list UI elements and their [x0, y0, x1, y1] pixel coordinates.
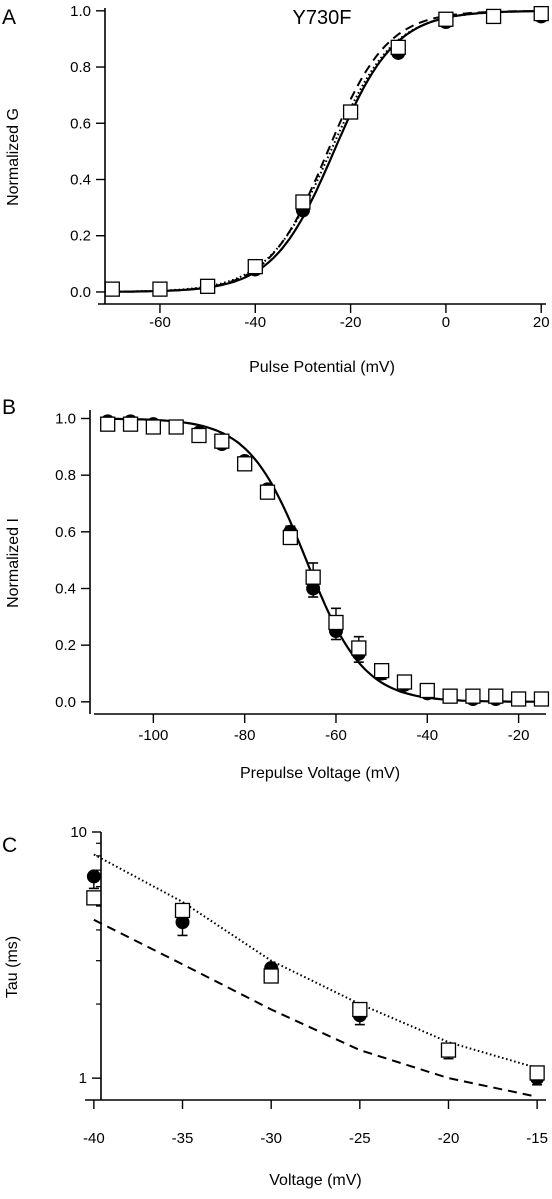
data-point-open-square — [259, 484, 276, 500]
chart-panel-B: B -100 -80 -60 -40 -20 0.0 0.2 0.4 0.6 0.8 1.0 Prepu… — [2, 396, 550, 782]
fit-curve-dashed — [111, 10, 538, 293]
data-point-open-square — [351, 640, 367, 656]
y-tick-label: 1 — [79, 1070, 87, 1087]
data-point-open-square — [122, 416, 139, 432]
x-tick-label: -15 — [526, 1130, 548, 1147]
data-point-open-square — [237, 456, 253, 472]
y-tick-label: 0.8 — [55, 467, 76, 484]
x-tick-label: -20 — [508, 727, 530, 744]
x-tick-label: -40 — [416, 727, 438, 744]
x-tick-label: -40 — [244, 314, 266, 331]
y-tick-label: 10 — [70, 824, 87, 841]
y-tick-label: 0.6 — [70, 115, 91, 132]
data-point-open-square — [145, 419, 162, 435]
x-tick-label: -60 — [149, 314, 171, 331]
data-point-open-square — [191, 427, 207, 444]
panel-letter: A — [2, 6, 16, 29]
data-point-open-square — [465, 688, 481, 704]
data-point-open-square — [440, 1042, 457, 1058]
fit-curve-dashed — [93, 918, 538, 1098]
y-tick-label: 1.0 — [55, 411, 76, 428]
data-point-open-square — [485, 8, 502, 25]
y-tick-label: 0.0 — [55, 694, 76, 711]
data-point-open-square — [342, 104, 359, 120]
y-axis-title: Tau (ms) — [4, 936, 21, 998]
data-point-open-square — [396, 674, 413, 690]
x-tick-label: -20 — [340, 314, 362, 331]
fit-curve-dotted — [93, 853, 538, 1069]
chart-panel-C: C -40 -35 -30 -25 -20 -15 1 10 Voltage (mV) Tau (m… — [2, 824, 548, 1189]
data-point-open-square — [104, 281, 120, 297]
x-tick-label: -80 — [234, 727, 256, 744]
y-tick-label: 0.6 — [55, 524, 76, 541]
data-point-open-square — [533, 691, 550, 707]
data-point-open-square — [247, 258, 263, 275]
panel-letter: B — [2, 396, 16, 419]
x-tick-label: -100 — [138, 727, 168, 744]
y-tick-label: 0.0 — [70, 284, 91, 301]
data-point-open-square — [282, 529, 298, 546]
x-tick-label: -20 — [438, 1130, 460, 1147]
data-point-open-square — [373, 663, 390, 679]
x-tick-label: -40 — [83, 1130, 105, 1147]
data-point-open-square — [295, 194, 311, 210]
data-point-open-square — [419, 682, 435, 699]
x-tick-label: 0 — [442, 314, 450, 331]
data-point-open-square — [152, 281, 168, 297]
x-tick-label: 20 — [533, 314, 550, 331]
y-axis-title: Normalized I — [5, 518, 22, 608]
x-tick-label: -30 — [260, 1130, 282, 1147]
data-point-open-square — [533, 5, 549, 22]
y-tick-label: 0.4 — [55, 581, 76, 598]
y-tick-label: 0.4 — [70, 171, 91, 188]
fit-curve-solid — [107, 417, 537, 703]
y-tick-label: 0.8 — [70, 59, 91, 76]
panel-letter: C — [2, 834, 17, 857]
data-point-open-square — [214, 433, 230, 449]
data-point-open-square — [352, 1001, 368, 1018]
x-axis-title: Voltage (mV) — [269, 1172, 361, 1189]
y-tick-label: 0.2 — [55, 637, 76, 654]
data-point-open-square — [305, 569, 321, 585]
data-point-open-square — [199, 278, 216, 294]
fit-curve-dotted — [111, 10, 537, 293]
y-tick-label: 1.0 — [70, 3, 91, 20]
data-point-open-square — [100, 416, 116, 432]
data-point-open-square — [263, 968, 279, 984]
data-point-open-square — [488, 688, 504, 704]
data-point-open-square — [168, 419, 184, 435]
y-tick-label: 0.2 — [70, 228, 91, 245]
data-point-open-square — [174, 902, 191, 919]
data-point-open-square — [438, 11, 454, 27]
fit-curve-solid — [111, 10, 537, 293]
chart-title: Y730F — [293, 7, 352, 29]
x-tick-label: -25 — [349, 1130, 371, 1147]
data-point-open-square — [86, 890, 102, 906]
x-tick-label: -35 — [172, 1130, 194, 1147]
data-point-open-square — [328, 614, 344, 631]
data-point-filled-circle — [86, 869, 101, 884]
x-axis-title: Prepulse Voltage (mV) — [240, 765, 400, 782]
data-point-open-square — [442, 688, 458, 704]
y-axis-title: Normalized G — [5, 108, 22, 206]
chart-panel-A: A Y730F -60 -40 -20 0 20 0.0 0.2 0.4 0.6 0.8 1.0 Puls… — [2, 3, 550, 376]
data-point-open-square — [529, 1065, 545, 1081]
data-point-open-square — [390, 39, 406, 56]
data-point-open-square — [510, 691, 527, 707]
x-tick-label: -60 — [325, 727, 347, 744]
x-axis-title: Pulse Potential (mV) — [249, 359, 395, 376]
